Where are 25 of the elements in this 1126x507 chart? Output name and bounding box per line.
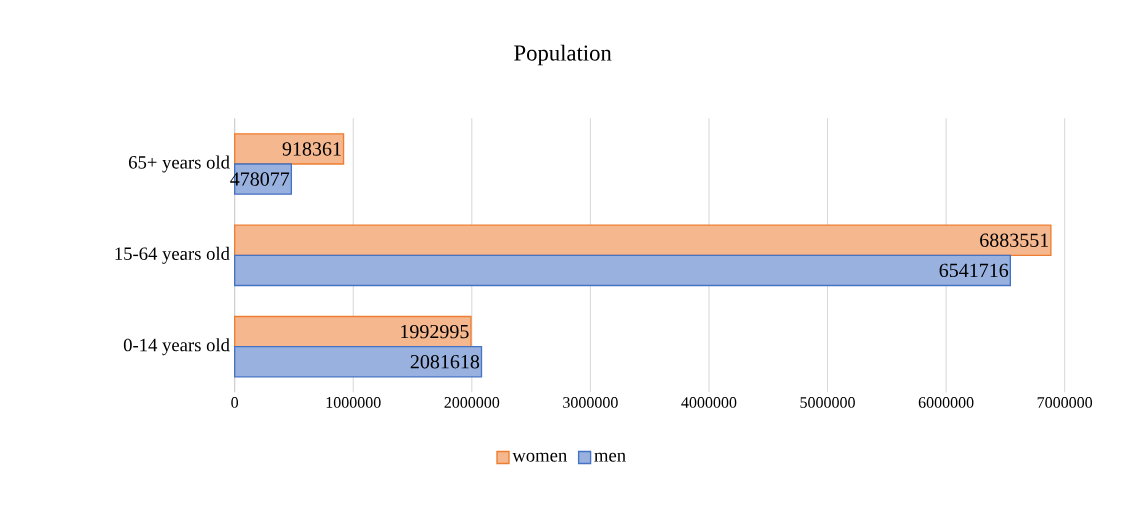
data-label: 918361 bbox=[282, 142, 341, 156]
y-tick-label: 65+ years old bbox=[128, 155, 230, 173]
x-tick-label: 4000000 bbox=[681, 397, 737, 408]
x-tick-label: 6000000 bbox=[918, 397, 974, 408]
x-tick-label: 2000000 bbox=[444, 397, 500, 408]
y-tick-label: 0-14 years old bbox=[123, 338, 230, 356]
x-tick-label: 0 bbox=[231, 397, 239, 408]
x-tick-label: 7000000 bbox=[1037, 397, 1093, 408]
bar bbox=[234, 133, 345, 165]
data-label: 1992995 bbox=[401, 324, 469, 339]
chart-title: Population bbox=[514, 44, 612, 66]
x-tick-label: 3000000 bbox=[563, 397, 618, 408]
x-tick-label: 1000000 bbox=[326, 397, 381, 408]
y-tick-label: 15-64 years old bbox=[115, 246, 230, 264]
legend-label: women bbox=[512, 452, 567, 462]
data-label: 2081618 bbox=[410, 354, 480, 369]
data-label: 6541716 bbox=[939, 263, 1009, 278]
data-label: 6883551 bbox=[980, 233, 1049, 247]
legend-label: men bbox=[594, 452, 626, 462]
bar bbox=[234, 224, 1052, 256]
data-label: 478077 bbox=[230, 172, 290, 186]
x-tick-label: 5000000 bbox=[800, 397, 855, 408]
bar bbox=[234, 254, 1012, 287]
bar bbox=[234, 345, 483, 378]
bar bbox=[234, 315, 472, 348]
